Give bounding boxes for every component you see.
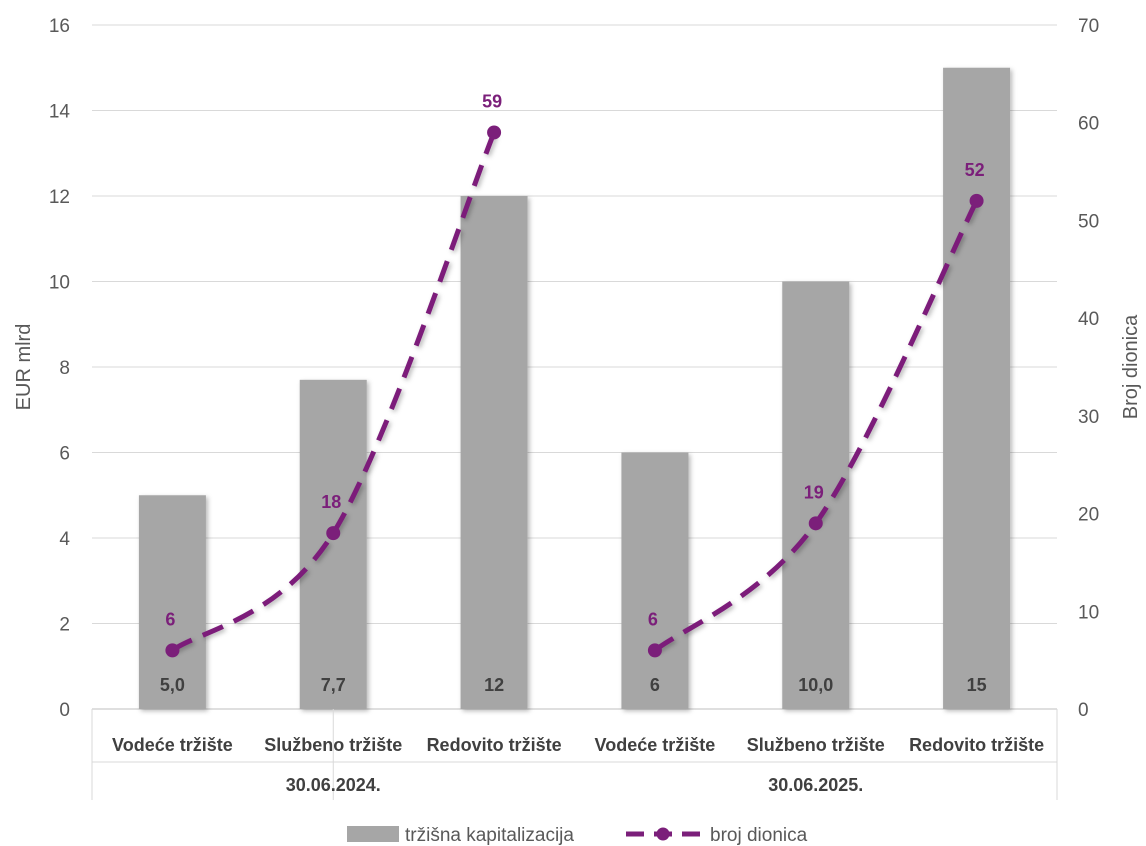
bar-value-label: 10,0: [798, 675, 833, 695]
bar-value-label: 15: [967, 675, 987, 695]
bar: [943, 67, 1011, 709]
line-value-label: 6: [165, 609, 175, 629]
y2-axis-title: Broj dionica: [1120, 314, 1142, 419]
y2-tick-label: 60: [1078, 114, 1099, 135]
line-point: [647, 643, 662, 658]
bar: [782, 281, 850, 709]
y-tick-label: 0: [59, 700, 70, 721]
bar-value-label: 6: [650, 675, 660, 695]
left-axis-ticks: 0 2 4 6 8 10 12 14 16: [49, 16, 71, 721]
bar: [138, 495, 206, 709]
line-layer: [165, 125, 984, 658]
bar-labels: 5,0 7,7 12 6 10,0 15: [160, 675, 987, 695]
legend-line-marker: [656, 827, 670, 841]
x-category-label: Vodeće tržište: [112, 735, 233, 755]
bars: [138, 67, 1011, 709]
line-value-label: 19: [804, 482, 824, 502]
x-category-label: Redovito tržište: [427, 735, 562, 755]
y-tick-label: 12: [49, 187, 70, 208]
y-tick-label: 8: [59, 358, 70, 379]
line-series-segment: [170, 131, 497, 653]
y2-tick-label: 10: [1078, 602, 1099, 623]
line-point: [969, 193, 984, 208]
x-group-label: 30.06.2025.: [768, 775, 863, 795]
x-category-label: Službeno tržište: [747, 735, 885, 755]
y2-tick-label: 50: [1078, 211, 1099, 232]
line-labels: 6 18 59 6 19 52: [165, 91, 984, 629]
y-tick-label: 14: [49, 102, 71, 123]
x-axis: Vodeće tržište Službeno tržište Redovito t…: [91, 709, 1058, 800]
bar: [460, 196, 528, 709]
y2-tick-label: 70: [1078, 16, 1099, 37]
line-value-label: 6: [648, 609, 658, 629]
line-point: [487, 125, 502, 140]
line-point: [326, 526, 341, 541]
x-category-label: Vodeće tržište: [595, 735, 716, 755]
bar: [621, 452, 689, 709]
gridlines: [92, 24, 1057, 710]
y-axis-title: EUR mlrd: [13, 324, 35, 411]
legend-bar-label: tržišna kapitalizacija: [405, 825, 574, 846]
y-tick-label: 4: [59, 529, 70, 550]
line-point: [808, 516, 823, 531]
line-value-label: 52: [965, 160, 985, 180]
y2-tick-label: 30: [1078, 407, 1099, 428]
line-series-segment: [653, 199, 979, 653]
bar-value-label: 5,0: [160, 675, 185, 695]
y-tick-label: 6: [59, 444, 70, 465]
line-value-label: 18: [321, 492, 341, 512]
y2-tick-label: 40: [1078, 309, 1099, 330]
legend-line-label: broj dionica: [710, 825, 808, 846]
x-category-label: Službeno tržište: [264, 735, 402, 755]
y-tick-label: 10: [49, 273, 70, 294]
bar-value-label: 7,7: [321, 675, 346, 695]
bar: [299, 379, 367, 709]
y-tick-label: 2: [59, 615, 70, 636]
y-tick-label: 16: [49, 16, 70, 37]
x-group-label: 30.06.2024.: [286, 775, 381, 795]
line-point: [165, 643, 180, 658]
y2-tick-label: 0: [1078, 700, 1089, 721]
line-value-label: 59: [482, 91, 502, 111]
y2-tick-label: 20: [1078, 505, 1099, 526]
legend: tržišna kapitalizacija broj dionica: [347, 825, 808, 846]
x-category-label: Redovito tržište: [909, 735, 1044, 755]
right-axis-ticks: 0 10 20 30 40 50 60 70: [1078, 16, 1099, 721]
bar-value-label: 12: [484, 675, 504, 695]
legend-bar-swatch: [347, 826, 399, 842]
